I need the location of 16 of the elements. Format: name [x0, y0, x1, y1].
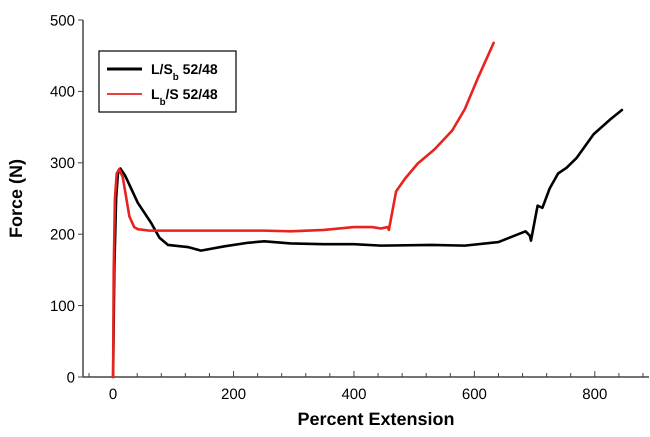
x-tick-label: 600 [462, 386, 487, 403]
legend-label: L/S$_{b}$ 52/48 [151, 60, 218, 82]
x-tick-label: 400 [341, 386, 366, 403]
line-series [112, 42, 495, 378]
x-axis-title: Percent Extension [297, 409, 455, 429]
y-tick-label: 0 [66, 369, 75, 386]
y-tick-label: 300 [50, 155, 75, 172]
y-tick-label: 400 [50, 84, 75, 101]
legend-label: L$_{b}$/S 52/48 [151, 86, 218, 108]
x-tick-label: 0 [108, 386, 118, 403]
y-tick-label: 500 [50, 12, 75, 30]
y-tick-label: 200 [50, 226, 75, 244]
x-tick-label: 200 [221, 386, 246, 403]
y-tick-label: 100 [50, 298, 75, 315]
y-axis-title: Force (N) [6, 158, 26, 238]
x-tick-label: 800 [582, 386, 608, 403]
